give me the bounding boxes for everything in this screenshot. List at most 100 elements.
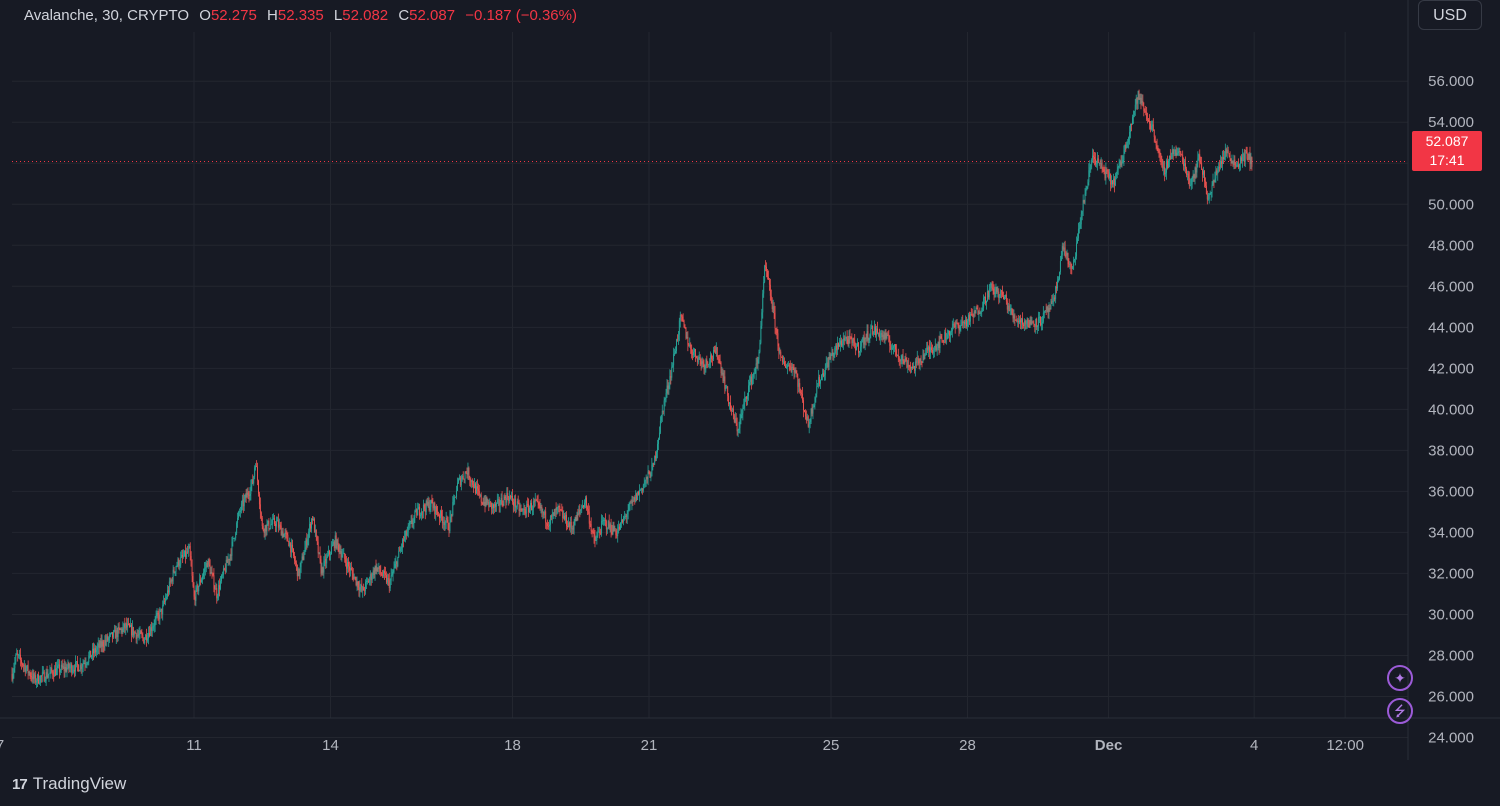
candle-body	[73, 669, 75, 671]
candle-body	[561, 510, 563, 512]
candle-body	[783, 361, 785, 363]
candle-body	[682, 316, 684, 322]
candle-body	[1043, 312, 1045, 314]
time-axis[interactable]: 7 11 14 18 21 25 28 Dec 4 12:00	[0, 737, 1364, 754]
candle-body	[852, 338, 854, 344]
high-label: H	[267, 7, 278, 24]
candle-body	[753, 373, 755, 375]
candle-body	[574, 517, 576, 525]
candle-body	[613, 525, 615, 531]
candle-body	[718, 358, 720, 360]
candle-body	[622, 519, 623, 523]
candle-body	[1035, 318, 1037, 327]
candle-body	[913, 366, 915, 371]
candle-body	[20, 654, 21, 660]
tradingview-brand: TradingView	[32, 774, 127, 793]
candle-body	[496, 499, 498, 503]
candle-body	[619, 526, 621, 530]
candle-body	[578, 510, 580, 514]
tradingview-logo[interactable]: 17 TradingView	[12, 774, 126, 794]
candle-body	[333, 541, 335, 548]
candle-body	[611, 531, 613, 534]
candle-body	[429, 506, 431, 510]
candle-body	[756, 363, 758, 365]
candle-body	[416, 509, 418, 516]
candle-body	[432, 503, 434, 509]
candle-body	[1209, 194, 1211, 195]
candle-body	[999, 294, 1001, 298]
candle-body	[567, 522, 569, 527]
candle-body	[810, 409, 812, 422]
candle-body	[1242, 154, 1244, 156]
candle-body	[1186, 168, 1187, 175]
x-tick-label: 21	[641, 737, 658, 754]
candle-body	[223, 568, 225, 570]
candle-body	[1067, 253, 1069, 265]
candle-body	[171, 579, 173, 582]
candle-body	[631, 500, 633, 503]
x-tick-label: 11	[186, 737, 202, 754]
candle-body	[678, 320, 680, 335]
footer-bar	[0, 762, 1500, 806]
candle-body	[1075, 256, 1077, 259]
candle-body	[260, 512, 262, 518]
candle-body	[508, 497, 510, 502]
candle-body	[1178, 151, 1180, 152]
candle-body	[579, 510, 581, 512]
candle-body	[1058, 279, 1059, 281]
candle-body	[741, 413, 743, 415]
candle-body	[993, 288, 995, 295]
candle-body	[537, 500, 539, 503]
candle-body	[258, 493, 260, 505]
candle-body	[469, 478, 471, 481]
candle-body	[245, 494, 247, 498]
candle-body	[855, 345, 857, 351]
candle-body	[1223, 157, 1225, 160]
candle-body	[381, 573, 383, 576]
candle-body	[112, 631, 114, 638]
candle-body	[221, 575, 222, 582]
candle-body	[1194, 167, 1196, 178]
candle-body	[899, 359, 901, 362]
lightning-icon[interactable]: ⭍	[1387, 698, 1413, 724]
candle-body	[225, 559, 227, 572]
candle-body	[650, 476, 652, 478]
candle-body	[1137, 91, 1139, 104]
candle-body	[1219, 166, 1221, 168]
candle-body	[78, 670, 80, 672]
candle-body	[277, 520, 279, 528]
candle-body	[976, 307, 978, 309]
candle-body	[317, 541, 319, 554]
candle-body	[924, 355, 926, 360]
candle-body	[647, 471, 649, 480]
candle-body	[600, 532, 602, 534]
candle-body	[1101, 163, 1103, 169]
candle-body	[126, 623, 128, 628]
candle-body	[997, 291, 999, 293]
y-tick-label: 28.000	[1428, 647, 1474, 664]
candle-body	[771, 301, 773, 310]
candle-body	[139, 631, 141, 635]
candle-body	[923, 354, 925, 360]
sparkle-icon[interactable]: ✦	[1387, 665, 1413, 691]
candle-body	[1123, 150, 1125, 161]
candle-body	[546, 522, 548, 524]
candle-body	[637, 491, 639, 500]
candle-body	[863, 336, 865, 345]
candle-body	[713, 350, 715, 351]
candle-body	[300, 560, 302, 567]
candle-body	[413, 517, 415, 523]
price-axis[interactable]: 56.00054.00052.00050.00048.00046.00044.0…	[1428, 73, 1474, 746]
candle-body	[1004, 296, 1005, 300]
candle-body	[507, 493, 509, 498]
candle-body	[108, 638, 110, 641]
candle-body	[497, 499, 499, 500]
candle-body	[791, 367, 793, 372]
currency-button[interactable]: USD	[1418, 0, 1482, 30]
candle-body	[848, 335, 850, 345]
candle-body	[1055, 286, 1057, 300]
candle-body	[54, 668, 56, 677]
candle-body	[207, 559, 209, 568]
candle-body	[203, 572, 204, 577]
